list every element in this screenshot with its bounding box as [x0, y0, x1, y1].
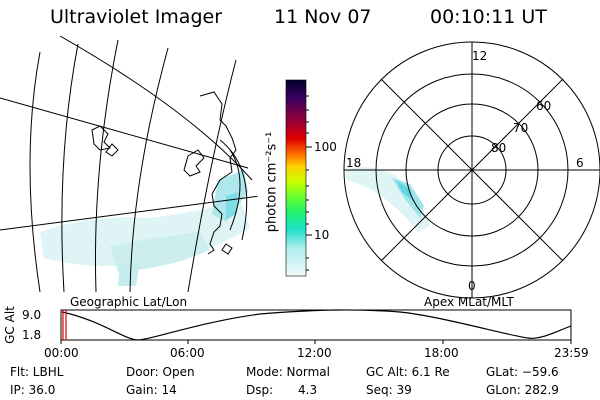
time-tick: 18:00	[424, 346, 459, 360]
altitude-curve	[61, 309, 572, 341]
time-tick: 00:00	[44, 346, 79, 360]
geo-emission	[40, 170, 250, 286]
mlt-label-12: 12	[472, 49, 488, 63]
ip-status: IP: 36.0	[10, 383, 56, 397]
gc-alt-status: GC Alt: 6.1 Re	[366, 365, 450, 379]
altitude-axis-label: GC Alt	[3, 306, 17, 344]
time-tick: 06:00	[170, 346, 205, 360]
geographic-panel-label: Geographic Lat/Lon	[70, 295, 188, 309]
filter-status: Flt: LBHL	[10, 365, 64, 379]
colorbar-tick-100: 100	[314, 140, 337, 154]
polar-panel-label: Apex MLat/MLT	[424, 295, 514, 309]
mlt-label-0: 0	[468, 279, 476, 293]
mlt-label-18: 18	[346, 156, 362, 170]
time-tick: 23:59	[554, 346, 589, 360]
altitude-y-top: 9.0	[22, 308, 42, 322]
altitude-y-bottom: 1.8	[22, 328, 42, 342]
mlt-label-6: 6	[576, 156, 584, 170]
seq-status: Seq: 39	[366, 383, 412, 397]
mlat-label-70: 70	[513, 121, 529, 135]
door-status: Door: Open	[126, 365, 195, 379]
header-date: 11 Nov 07	[274, 6, 372, 28]
time-tick: 12:00	[297, 346, 332, 360]
mlat-label-60: 60	[536, 99, 552, 113]
dsp-label: Dsp:	[246, 383, 274, 397]
glat-status: GLat: −59.6	[486, 365, 559, 379]
header-time: 00:10:11 UT	[430, 6, 547, 28]
glon-status: GLon: 282.9	[486, 383, 559, 397]
gain-status: Gain: 14	[126, 383, 177, 397]
mode-status: Mode: Normal	[246, 365, 330, 379]
mlat-label-80: 80	[491, 141, 507, 155]
dsp-value: 4.3	[298, 383, 318, 397]
colorbar-tick-10: 10	[314, 228, 330, 242]
instrument-title: Ultraviolet Imager	[50, 6, 223, 28]
polar-emission	[346, 167, 430, 232]
